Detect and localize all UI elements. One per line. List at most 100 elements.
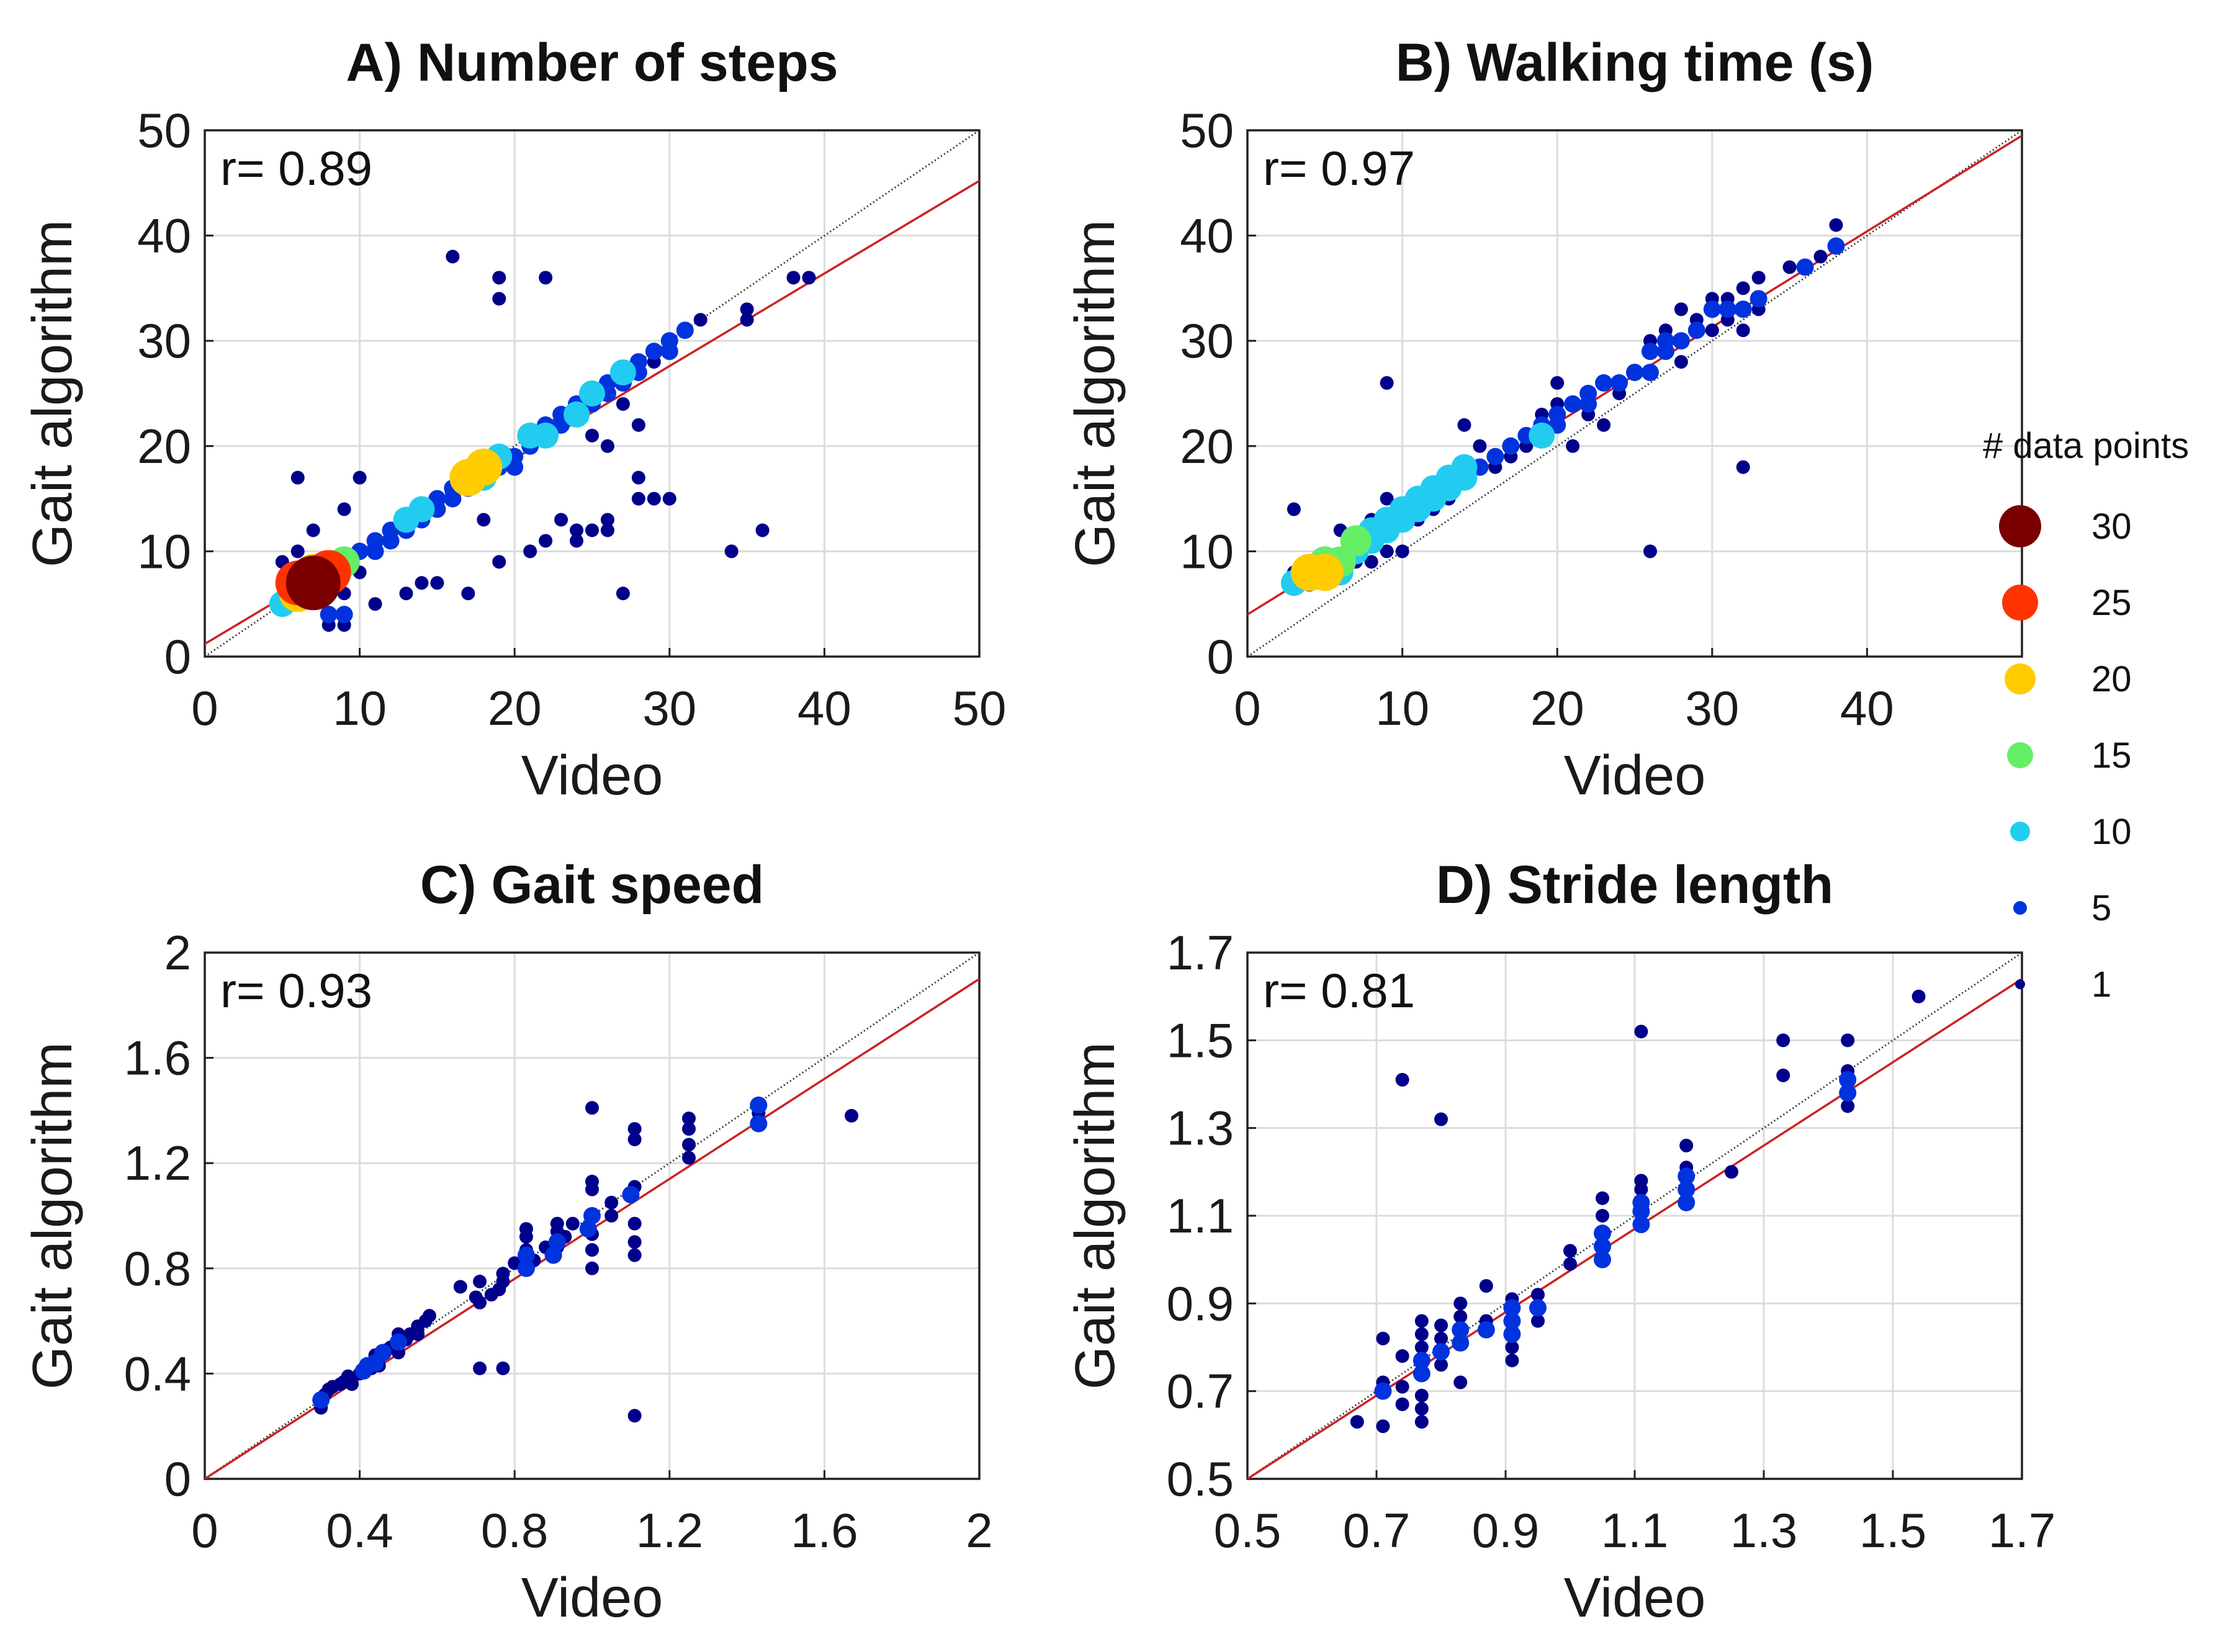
data-point bbox=[1434, 1318, 1448, 1332]
data-point bbox=[473, 1275, 487, 1288]
data-point bbox=[645, 343, 663, 361]
data-point bbox=[1679, 1138, 1694, 1152]
data-point bbox=[604, 1195, 619, 1210]
data-point bbox=[622, 1186, 640, 1204]
data-point bbox=[320, 606, 338, 624]
data-point bbox=[1776, 1068, 1790, 1082]
data-point bbox=[1610, 374, 1628, 392]
data-point bbox=[1594, 1237, 1611, 1255]
x-tick-label: 30 bbox=[1685, 681, 1739, 735]
data-point bbox=[1505, 1340, 1519, 1354]
correlation-label: r= 0.89 bbox=[220, 141, 372, 195]
plot-frame bbox=[204, 951, 981, 1480]
panel-title: A) Number of steps bbox=[346, 33, 838, 92]
x-tick-label: 0.4 bbox=[326, 1503, 393, 1558]
x-tick-label: 0.5 bbox=[1214, 1503, 1281, 1558]
data-point bbox=[399, 586, 413, 601]
data-point bbox=[1776, 1033, 1790, 1048]
y-tick-label: 30 bbox=[137, 313, 191, 368]
data-point bbox=[600, 439, 614, 453]
data-point bbox=[473, 1361, 487, 1375]
data-point bbox=[583, 1207, 601, 1224]
data-point bbox=[1529, 422, 1555, 449]
data-point bbox=[627, 1248, 642, 1262]
data-point bbox=[1434, 1112, 1448, 1126]
data-point bbox=[750, 1096, 768, 1114]
data-point bbox=[693, 313, 707, 327]
data-point bbox=[1395, 1397, 1409, 1411]
data-point bbox=[682, 1111, 696, 1126]
data-point bbox=[1813, 249, 1828, 264]
data-point bbox=[1503, 1312, 1521, 1330]
data-point bbox=[312, 1391, 330, 1409]
data-point bbox=[631, 418, 645, 432]
data-point bbox=[461, 586, 475, 601]
data-point bbox=[492, 292, 506, 306]
data-point bbox=[1452, 1334, 1470, 1352]
data-point bbox=[1395, 1349, 1409, 1363]
data-point bbox=[1413, 1352, 1431, 1370]
data-point bbox=[1414, 1388, 1429, 1403]
data-point bbox=[1502, 437, 1520, 455]
data-point bbox=[337, 502, 351, 516]
legend-title: # data points bbox=[1983, 426, 2189, 466]
data-point bbox=[1736, 460, 1750, 474]
data-point bbox=[1432, 1343, 1450, 1361]
data-point bbox=[1414, 1340, 1429, 1354]
data-point bbox=[285, 555, 341, 611]
data-point bbox=[845, 1108, 859, 1123]
data-point bbox=[585, 523, 599, 537]
data-point bbox=[1597, 418, 1611, 432]
data-point bbox=[1380, 544, 1394, 559]
y-tick-label: 10 bbox=[137, 524, 191, 578]
legend-swatch bbox=[1999, 505, 2041, 547]
data-point bbox=[473, 1295, 487, 1309]
x-tick-label: 20 bbox=[1530, 681, 1584, 735]
x-tick-label: 0.7 bbox=[1343, 1503, 1410, 1558]
y-axis-label: Gait algorithm bbox=[22, 1042, 84, 1389]
x-tick-label: 40 bbox=[1840, 681, 1894, 735]
y-tick-label: 0.4 bbox=[124, 1346, 191, 1401]
legend-label: 20 bbox=[2091, 659, 2132, 699]
data-point bbox=[492, 555, 506, 569]
data-point bbox=[682, 1122, 696, 1136]
data-point bbox=[1503, 1325, 1521, 1343]
data-point bbox=[662, 492, 676, 506]
data-point bbox=[523, 544, 537, 559]
data-point bbox=[1579, 385, 1597, 402]
data-point bbox=[1453, 1375, 1468, 1389]
data-point bbox=[1395, 1072, 1409, 1087]
x-tick-label: 1.1 bbox=[1601, 1503, 1668, 1558]
x-axis-label: Video bbox=[521, 1567, 663, 1629]
panel-a: 0 10 20 30 40 50 0 10 20 30 40 50 r= 0.89 A) Number o… bbox=[22, 33, 1006, 807]
data-point bbox=[1395, 1380, 1409, 1394]
data-point bbox=[1451, 454, 1478, 480]
legend-label: 1 bbox=[2091, 964, 2111, 1005]
data-point bbox=[465, 448, 503, 486]
panel-title: B) Walking time (s) bbox=[1396, 33, 1874, 92]
data-point bbox=[1414, 1401, 1429, 1416]
data-point bbox=[570, 523, 584, 537]
data-point bbox=[1782, 260, 1797, 274]
data-point bbox=[1563, 1244, 1577, 1258]
y-tick-label: 2 bbox=[164, 925, 191, 980]
data-point bbox=[446, 249, 460, 264]
data-point bbox=[627, 1133, 642, 1147]
identity-line bbox=[1247, 130, 2022, 657]
data-point bbox=[1479, 1279, 1493, 1293]
data-point bbox=[1678, 1180, 1696, 1198]
x-axis-label: Video bbox=[1564, 1567, 1706, 1629]
data-point bbox=[1594, 1250, 1611, 1268]
data-point bbox=[585, 428, 599, 442]
data-point bbox=[1374, 1382, 1392, 1400]
legend-swatch bbox=[2015, 979, 2025, 989]
y-tick-label: 1.7 bbox=[1167, 925, 1234, 980]
data-point bbox=[1529, 1299, 1547, 1317]
x-tick-label: 0.8 bbox=[481, 1503, 548, 1558]
data-point bbox=[1596, 1209, 1609, 1223]
data-point bbox=[366, 532, 384, 550]
data-point bbox=[1736, 323, 1750, 338]
legend-label: 15 bbox=[2091, 735, 2132, 776]
data-point bbox=[1414, 1327, 1429, 1341]
